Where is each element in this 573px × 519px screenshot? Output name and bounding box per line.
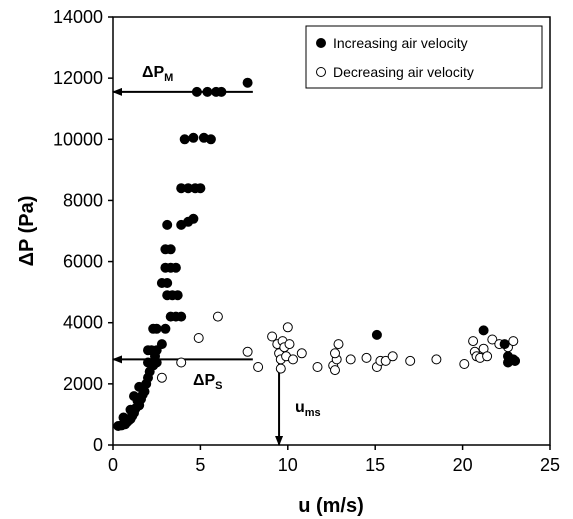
point-increasing [188, 132, 199, 143]
point-increasing [176, 311, 187, 322]
legend-box [305, 25, 543, 89]
x-tick-label: 10 [278, 455, 298, 475]
point-decreasing [282, 322, 293, 333]
point-decreasing [380, 355, 391, 366]
legend-marker-decreasing [316, 67, 326, 77]
point-decreasing [330, 348, 340, 359]
point-decreasing [431, 354, 442, 365]
point-increasing [160, 323, 171, 334]
y-tick-label: 12000 [53, 68, 103, 88]
point-increasing [172, 290, 183, 301]
y-axis-ticks: 0 2000 4000 6000 8000 10000 12000 14000 [53, 7, 113, 455]
point-decreasing [333, 339, 344, 350]
u-ms-label: ums [295, 399, 321, 419]
point-decreasing [296, 348, 307, 359]
point-increasing [191, 86, 202, 97]
point-increasing [242, 77, 253, 88]
legend-marker-increasing [316, 38, 326, 48]
y-tick-label: 2000 [63, 374, 103, 394]
point-increasing [216, 86, 227, 97]
point-increasing [478, 325, 489, 336]
y-axis-title: ΔP (Pa) [16, 196, 38, 267]
point-increasing [151, 323, 162, 334]
delta-p-s-sub: S [215, 380, 222, 392]
point-decreasing [288, 354, 298, 365]
point-increasing [129, 391, 139, 402]
x-tick-label: 15 [365, 455, 385, 475]
point-increasing [162, 278, 173, 288]
legend-label-increasing: Increasing air velocity [333, 35, 468, 51]
point-decreasing [361, 352, 372, 363]
u-ms-main: u [295, 399, 305, 416]
u-ms-sub: ms [305, 407, 321, 419]
point-increasing [202, 86, 213, 97]
x-tick-label: 25 [540, 455, 560, 475]
point-increasing [179, 134, 190, 145]
x-axis-ticks: 0 5 10 15 20 25 [108, 445, 560, 475]
point-decreasing [482, 351, 493, 362]
point-decreasing [275, 363, 286, 374]
delta-p-s-main: ΔP [193, 372, 216, 389]
legend-label-decreasing: Decreasing air velocity [333, 64, 474, 80]
point-decreasing [330, 365, 340, 376]
point-decreasing [267, 331, 278, 342]
delta-p-s-label: ΔPS [193, 372, 223, 392]
point-increasing [156, 339, 167, 350]
y-tick-label: 10000 [53, 129, 103, 149]
point-increasing [188, 213, 199, 224]
point-decreasing [405, 355, 416, 366]
y-tick-label: 4000 [63, 313, 103, 333]
point-decreasing [284, 339, 295, 350]
point-decreasing [312, 362, 323, 372]
x-tick-label: 0 [108, 455, 118, 475]
legend: Increasing air velocity Decreasing air v… [305, 25, 543, 89]
delta-p-m-main: ΔP [142, 64, 165, 81]
point-decreasing [387, 351, 398, 362]
point-increasing [510, 355, 520, 366]
y-tick-label: 0 [93, 435, 103, 455]
point-increasing [165, 244, 176, 255]
point-increasing [371, 329, 382, 340]
x-axis-title: u (m/s) [298, 495, 364, 517]
delta-p-m-sub: M [164, 72, 173, 84]
y-tick-label: 6000 [63, 252, 103, 272]
delta-p-m-label: ΔPM [142, 64, 173, 84]
point-decreasing [468, 336, 479, 347]
point-decreasing [242, 346, 253, 357]
point-decreasing [253, 362, 264, 372]
plot-area [112, 16, 551, 446]
point-decreasing [508, 336, 519, 347]
y-tick-label: 8000 [63, 190, 103, 210]
data-points [113, 77, 520, 431]
point-increasing [205, 134, 216, 145]
x-tick-label: 20 [453, 455, 473, 475]
point-increasing [499, 339, 510, 350]
point-increasing [162, 219, 173, 230]
point-decreasing [156, 372, 167, 383]
point-decreasing [193, 333, 204, 343]
point-decreasing [212, 311, 223, 322]
point-decreasing [345, 354, 356, 365]
point-decreasing [487, 334, 498, 345]
x-tick-label: 5 [195, 455, 205, 475]
point-decreasing [459, 359, 470, 369]
point-decreasing [176, 357, 187, 368]
point-increasing [195, 183, 206, 194]
point-increasing [170, 262, 181, 273]
y-tick-label: 14000 [53, 7, 103, 27]
